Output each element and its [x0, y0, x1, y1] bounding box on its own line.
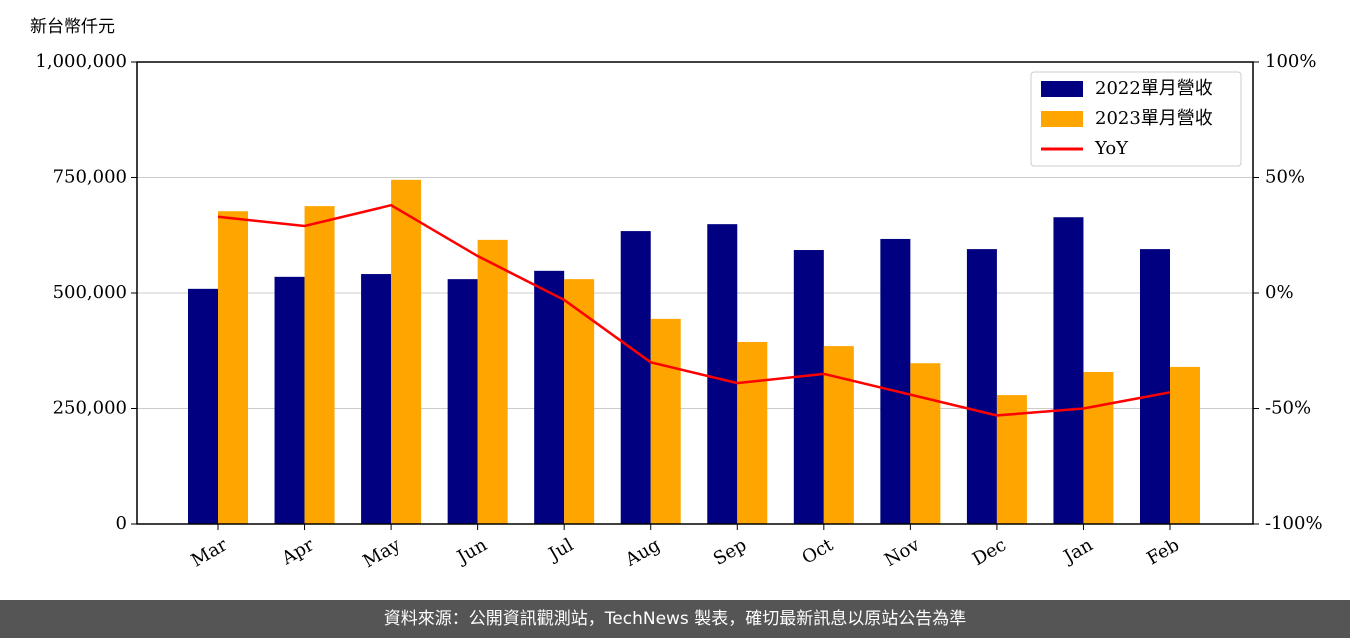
bar	[218, 211, 248, 524]
x-tick-label: Jul	[544, 534, 578, 566]
legend-label: YoY	[1094, 138, 1129, 159]
bar	[707, 224, 738, 525]
bar	[1083, 372, 1114, 524]
y2-tick-label: 50%	[1265, 167, 1305, 188]
bar	[1140, 249, 1170, 525]
y2-tick-label: 100%	[1265, 51, 1316, 72]
y-tick-label: 1,000,000	[35, 51, 127, 72]
y2-tick-label: -50%	[1265, 398, 1311, 419]
legend-swatch	[1041, 81, 1083, 97]
plot-frame	[136, 61, 1254, 525]
y2-tick-label: -100%	[1265, 513, 1323, 534]
y-tick-label: 0	[116, 513, 127, 534]
bar	[534, 270, 565, 524]
footer-bar	[0, 600, 1350, 638]
bar	[447, 279, 478, 524]
legend-swatch	[1041, 111, 1083, 127]
y-tick-label: 500,000	[53, 282, 127, 303]
y-tick-label: 250,000	[53, 398, 127, 419]
bar	[274, 276, 305, 524]
legend-label: 2022單月營收	[1095, 78, 1213, 99]
bar	[361, 274, 392, 524]
y2-tick-label: 0%	[1265, 282, 1294, 303]
bar	[620, 231, 651, 525]
y-tick-label: 750,000	[53, 167, 127, 188]
x-tick-label: Jan	[1059, 534, 1097, 568]
x-tick-label: May	[360, 534, 405, 572]
footer-text: 資料來源：公開資訊觀測站，TechNews 製表，確切最新訊息以原站公告為準	[384, 609, 966, 629]
bar	[910, 363, 941, 524]
bar	[880, 238, 911, 525]
bar	[477, 239, 508, 524]
x-tick-label: Apr	[277, 534, 317, 569]
bar	[304, 206, 335, 525]
bar	[737, 341, 768, 524]
legend-box	[1030, 71, 1242, 167]
bar	[1053, 217, 1084, 524]
x-tick-label: Oct	[799, 534, 838, 569]
bar	[966, 249, 997, 525]
x-tick-label: Aug	[621, 534, 664, 571]
bar	[823, 346, 854, 524]
bar	[391, 179, 422, 524]
bar	[793, 250, 824, 524]
bar	[1170, 366, 1200, 524]
x-tick-label: Jun	[452, 534, 491, 569]
bar	[564, 279, 595, 524]
x-tick-label: Mar	[188, 534, 232, 571]
y-axis-label: 新台幣仟元	[30, 17, 115, 37]
x-tick-label: Feb	[1143, 534, 1183, 569]
line-series	[217, 203, 1171, 417]
bar	[996, 395, 1027, 524]
legend-label: 2023單月營收	[1095, 108, 1213, 129]
bar	[650, 318, 681, 524]
x-tick-label: Dec	[969, 534, 1010, 570]
bar	[188, 288, 218, 524]
x-tick-label: Sep	[710, 534, 750, 569]
x-tick-label: Nov	[881, 534, 924, 571]
